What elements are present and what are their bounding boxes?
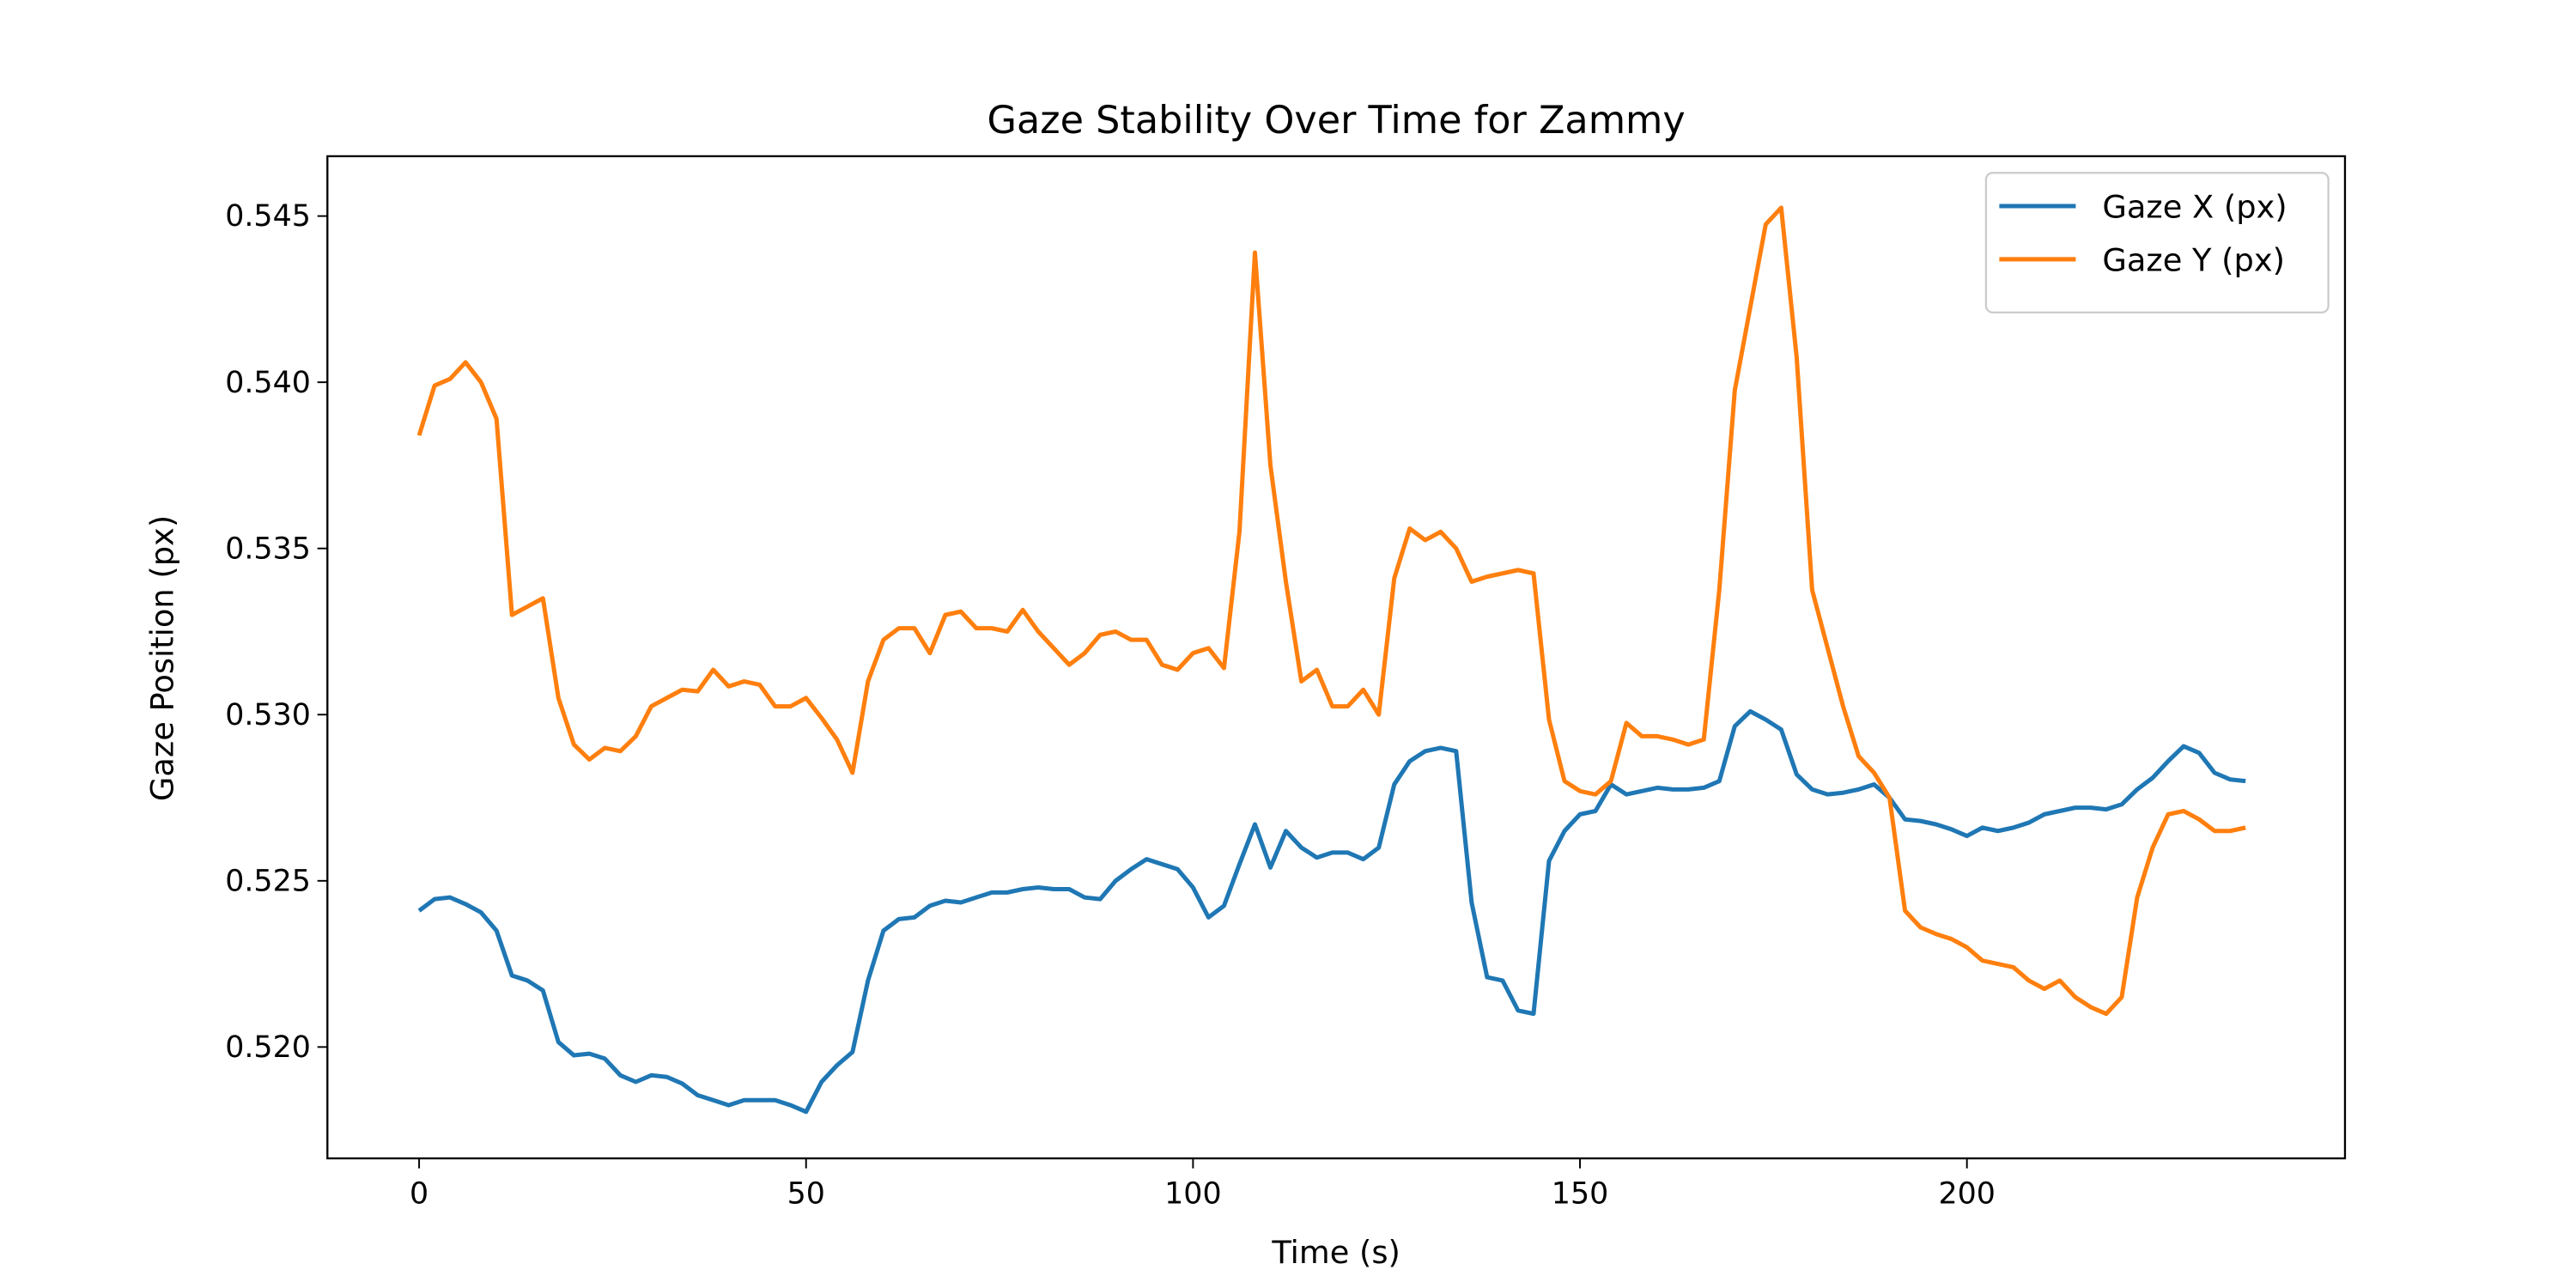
y-tick-label: 0.545 [225, 199, 311, 234]
legend: Gaze X (px) Gaze Y (px) [1984, 172, 2330, 314]
legend-label: Gaze X (px) [2102, 189, 2287, 226]
plot-frame [326, 155, 2347, 1160]
y-tick-label: 0.525 [225, 864, 311, 898]
y-tick-label: 0.535 [225, 532, 311, 566]
x-tick-label: 150 [1552, 1176, 1608, 1211]
y-tick-label: 0.520 [225, 1030, 311, 1065]
x-axis-label: Time (s) [1271, 1234, 1400, 1271]
chart-title: Gaze Stability Over Time for Zammy [987, 99, 1686, 143]
y-tick-label: 0.530 [225, 698, 311, 732]
y-tick-label: 0.540 [225, 366, 311, 400]
x-tick-label: 0 [410, 1176, 428, 1211]
data-line [416, 205, 2246, 1017]
x-tick-label: 100 [1164, 1176, 1221, 1211]
data-line [417, 708, 2246, 1115]
y-axis-label: Gaze Position (px) [143, 515, 180, 801]
x-tick-label: 50 [787, 1176, 825, 1211]
x-tick-label: 200 [1938, 1176, 1995, 1211]
legend-label: Gaze Y (px) [2102, 241, 2285, 278]
